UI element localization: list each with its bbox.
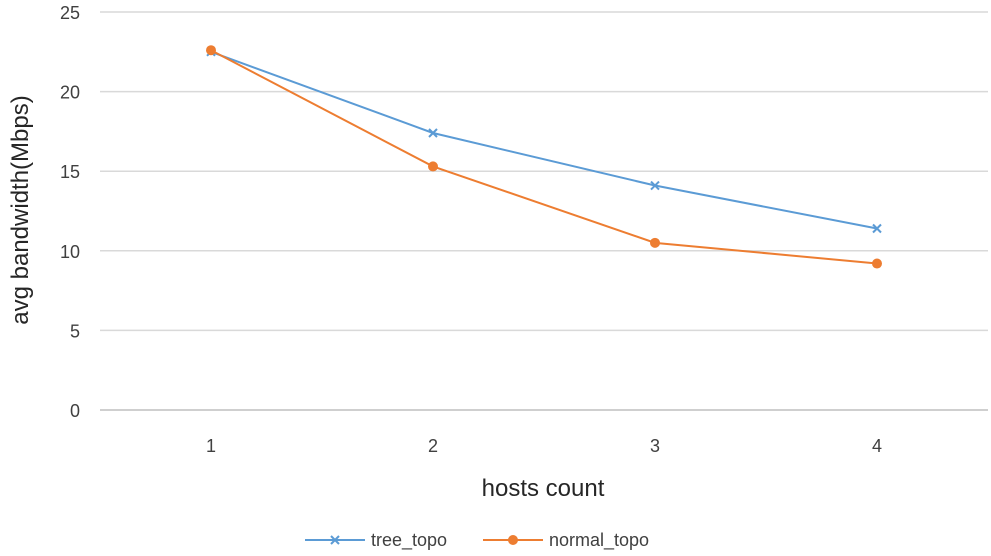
x-tick-label: 2 <box>428 436 438 456</box>
data-point-normal-topo <box>650 237 660 248</box>
x-tick-label: 4 <box>872 436 882 456</box>
legend-marker-glyph-tree-topo-stroke-b <box>330 535 340 545</box>
x-tick-labels: 1 2 3 4 <box>206 436 882 456</box>
y-tick-label: 25 <box>60 3 80 23</box>
legend-item-normal-topo: normal_topo <box>483 530 649 551</box>
legend-label-tree-topo: tree_topo <box>371 530 447 551</box>
x-tick-label: 1 <box>206 436 216 456</box>
y-tick-label: 0 <box>70 401 80 421</box>
series-line-normal-topo <box>210 49 878 265</box>
data-point-normal-topo <box>206 45 216 56</box>
x-axis-title: hosts count <box>482 475 605 502</box>
data-point-tree-topo <box>872 223 882 234</box>
data-point-normal-topo <box>428 161 438 172</box>
legend-marker-glyph-normal-topo <box>508 535 518 545</box>
series-line-tree-topo <box>210 50 878 230</box>
y-tick-label: 10 <box>60 242 80 262</box>
y-tick-labels: 0 5 10 15 20 25 <box>60 3 80 421</box>
legend-item-tree-topo: tree_topo <box>305 530 447 551</box>
x-tick-label: 3 <box>650 436 660 456</box>
y-tick-label: 15 <box>60 162 80 182</box>
data-point-tree-topo <box>428 128 438 138</box>
data-point-tree-topo-stroke-b <box>650 180 660 191</box>
gridlines <box>100 11 988 411</box>
data-point-tree-topo <box>650 180 660 191</box>
y-axis-title: avg bandwidth(Mbps) <box>7 95 34 324</box>
series-layer <box>206 45 882 269</box>
y-tick-label: 20 <box>60 83 80 103</box>
data-point-normal-topo <box>872 258 882 269</box>
y-tick-label: 5 <box>70 321 80 341</box>
data-point-tree-topo-stroke-b <box>872 223 882 234</box>
legend: tree_topo normal_topo <box>305 530 649 551</box>
legend-marker-tree-topo <box>330 535 340 545</box>
legend-marker-normal-topo <box>508 535 518 545</box>
series-tree-topo <box>206 47 882 234</box>
legend-marker-glyph-tree-topo <box>330 535 340 545</box>
series-normal-topo <box>206 45 882 269</box>
data-point-tree-topo-stroke-b <box>428 128 438 138</box>
legend-label-normal-topo: normal_topo <box>549 530 649 551</box>
